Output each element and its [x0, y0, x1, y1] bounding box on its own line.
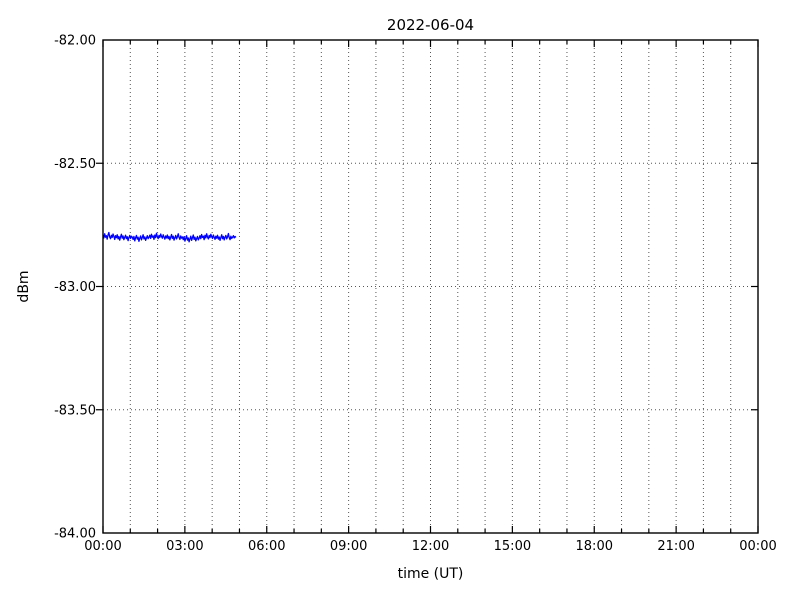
x-tick-label: 12:00 — [412, 539, 449, 554]
y-tick-label: -82.00 — [54, 34, 96, 49]
y-tick-label: -83.50 — [54, 403, 96, 418]
x-tick-label: 06:00 — [248, 539, 285, 554]
y-tick-label: -82.50 — [54, 157, 96, 172]
chart-title: 2022-06-04 — [387, 16, 474, 34]
x-tick-label: 09:00 — [330, 539, 367, 554]
x-tick-label: 18:00 — [576, 539, 613, 554]
x-tick-label: 00:00 — [84, 539, 121, 554]
tick-layer — [96, 40, 759, 533]
grid-layer — [103, 40, 758, 533]
y-tick-label: -83.00 — [54, 280, 96, 295]
x-tick-labels: 00:00 03:00 06:00 09:00 12:00 15:00 18:00 21:00… — [84, 539, 776, 554]
y-tick-label: -84.00 — [54, 527, 96, 542]
x-tick-label: 21:00 — [657, 539, 694, 554]
x-tick-label: 03:00 — [166, 539, 203, 554]
y-axis-label: dBm — [16, 270, 32, 302]
data-series-layer — [102, 231, 237, 243]
x-tick-label: 00:00 — [739, 539, 776, 554]
data-series-line — [102, 231, 237, 243]
x-tick-label: 15:00 — [494, 539, 531, 554]
y-tick-labels: -82.00 -82.50 -83.00 -83.50 -84.00 — [54, 34, 96, 542]
x-axis-label: time (UT) — [398, 566, 464, 582]
